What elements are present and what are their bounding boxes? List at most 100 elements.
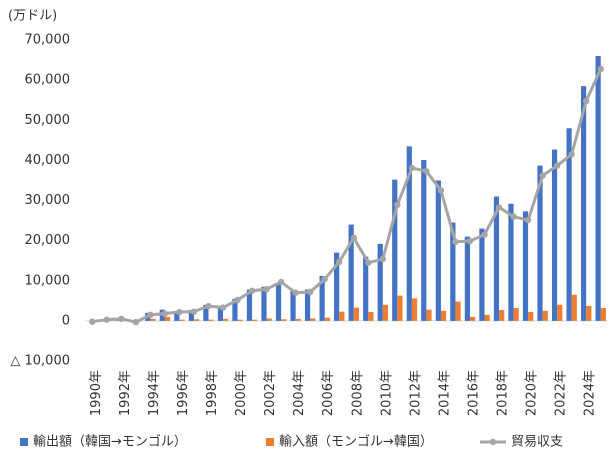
legend-swatch	[266, 438, 274, 446]
line-marker	[161, 310, 169, 317]
line-marker	[452, 238, 459, 246]
x-tick-label: 2012年	[408, 370, 423, 416]
bar	[581, 86, 587, 321]
bar	[484, 314, 490, 321]
y-tick-label: 30,000	[25, 193, 71, 208]
bar	[275, 282, 282, 321]
line-marker	[306, 288, 314, 296]
y-tick-label: 70,000	[25, 33, 71, 48]
line-marker	[553, 162, 561, 169]
bar	[469, 316, 476, 321]
bar	[246, 289, 253, 321]
bar	[310, 318, 316, 321]
bar	[377, 243, 383, 321]
y-tick-label: △ 10,000	[10, 354, 70, 369]
bar	[174, 310, 180, 321]
line-marker	[437, 187, 445, 194]
bar	[542, 310, 548, 321]
bar	[421, 159, 427, 321]
bar	[557, 304, 563, 321]
bar	[571, 294, 577, 321]
x-tick-label: 1996年	[176, 370, 191, 416]
y-tick-label: 60,000	[25, 73, 71, 88]
line-marker	[321, 275, 328, 283]
y-tick-label: 40,000	[25, 153, 71, 168]
legend-label: 輸出額（韓国→モンゴル）	[33, 434, 187, 450]
x-tick-label: 2010年	[379, 370, 394, 416]
bar	[237, 319, 243, 321]
line-marker	[350, 234, 357, 242]
line-marker	[423, 168, 430, 175]
x-tick-label: 1992年	[118, 370, 133, 416]
x-tick-label: 2000年	[234, 370, 249, 416]
x-tick-label: 2002年	[263, 370, 278, 416]
line-marker	[132, 318, 140, 326]
line-marker	[118, 315, 125, 323]
line-marker	[510, 213, 517, 220]
legend-label: 貿易収支	[511, 435, 563, 450]
line-marker	[248, 287, 256, 294]
bar	[290, 290, 296, 321]
bar	[426, 309, 432, 321]
line-marker	[277, 278, 285, 286]
bar	[266, 318, 272, 321]
bar	[164, 316, 171, 321]
line-marker	[190, 308, 198, 315]
bar	[339, 311, 345, 321]
line-marker	[466, 237, 474, 245]
bar	[150, 318, 156, 321]
x-tick-label: 1994年	[147, 370, 162, 416]
bar	[208, 319, 214, 321]
legend-swatch	[489, 438, 497, 446]
bar	[406, 146, 412, 321]
bar	[479, 228, 485, 321]
y-tick-label: 0	[62, 313, 70, 328]
bar	[261, 286, 267, 321]
bar	[363, 256, 369, 321]
y-tick-label: 50,000	[25, 113, 71, 128]
bar	[600, 308, 606, 321]
line-marker	[539, 172, 546, 179]
x-tick-label: 2024年	[583, 370, 598, 416]
bar	[179, 319, 185, 321]
bar	[551, 149, 558, 321]
bar	[586, 306, 592, 321]
bar	[493, 196, 500, 321]
bar	[411, 298, 418, 321]
bar	[566, 128, 572, 321]
bar	[528, 312, 534, 321]
x-tick-label: 2016年	[466, 370, 481, 416]
bar	[397, 295, 403, 321]
legend-label: 輸入額（モンゴル→韓国）	[279, 434, 433, 450]
bar	[499, 310, 505, 321]
legend-swatch	[20, 438, 28, 446]
bar	[368, 312, 374, 321]
line-marker	[205, 302, 212, 310]
bar	[252, 319, 258, 321]
x-tick-label: 1990年	[89, 370, 104, 416]
bar	[595, 56, 601, 321]
bar	[223, 318, 229, 321]
line-marker	[583, 97, 590, 105]
x-tick-label: 2018年	[496, 370, 511, 416]
bar	[319, 275, 325, 321]
bar	[464, 236, 470, 321]
y-tick-label: 20,000	[25, 233, 71, 248]
bar	[455, 301, 461, 321]
bar	[334, 252, 340, 321]
bar	[203, 304, 209, 321]
bar	[188, 310, 194, 321]
x-tick-label: 2004年	[292, 370, 307, 416]
line-marker	[176, 308, 183, 316]
line-marker	[234, 296, 241, 304]
bar	[440, 310, 447, 321]
bar	[353, 307, 359, 321]
line-marker	[103, 316, 110, 323]
line-marker	[263, 285, 270, 293]
bar	[513, 308, 519, 321]
x-tick-label: 1998年	[205, 370, 220, 416]
line-marker	[481, 231, 488, 238]
line-marker	[408, 164, 416, 172]
y-tick-label: 10,000	[25, 273, 71, 288]
